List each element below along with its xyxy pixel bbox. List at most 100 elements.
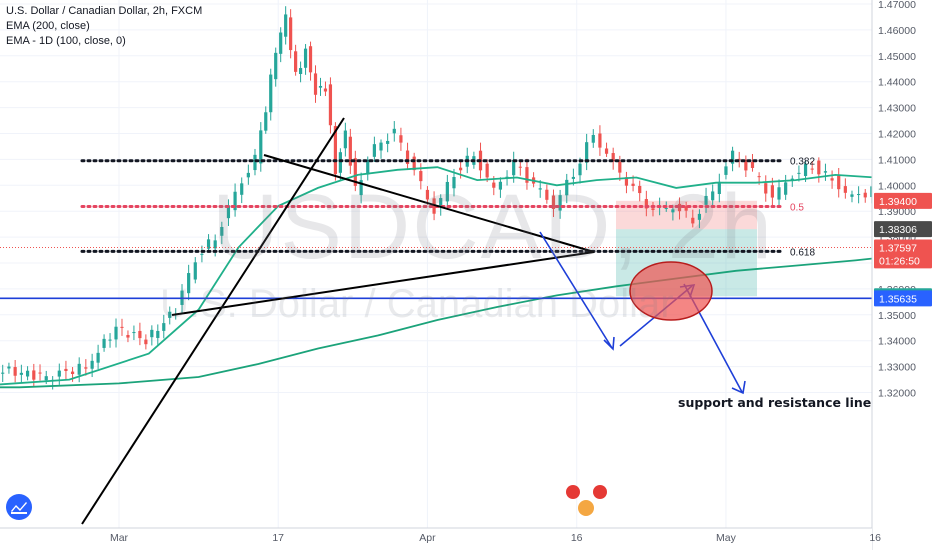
candle-body bbox=[830, 178, 834, 181]
candle-body bbox=[233, 191, 237, 211]
candle-body bbox=[57, 370, 61, 377]
candle-body bbox=[366, 159, 370, 175]
candle-body bbox=[294, 51, 298, 72]
candle-body bbox=[631, 183, 635, 186]
candle-body bbox=[240, 183, 244, 195]
candle-body bbox=[604, 148, 609, 154]
x-tick-label: Mar bbox=[110, 532, 129, 544]
candle-body bbox=[558, 195, 562, 211]
candle-body bbox=[96, 352, 100, 363]
candle-body bbox=[379, 142, 383, 151]
candle-body bbox=[269, 74, 273, 113]
support-resistance-label[interactable]: support and resistance line bbox=[678, 395, 872, 410]
candle-body bbox=[797, 172, 801, 174]
candle-body bbox=[226, 205, 231, 219]
candle-body bbox=[44, 376, 48, 381]
candle-body bbox=[84, 367, 88, 369]
event-flag-icon bbox=[593, 485, 607, 499]
y-tick-label: 1.35000 bbox=[878, 310, 916, 322]
candle-body bbox=[108, 339, 112, 341]
candle-body bbox=[711, 191, 715, 201]
resistance-ellipse bbox=[629, 261, 713, 321]
legend-title[interactable]: U.S. Dollar / Canadian Dollar, 2h, FXCM bbox=[6, 5, 203, 17]
badge-1-39400-text: 1.39400 bbox=[879, 196, 917, 208]
triangle-upper-line bbox=[263, 154, 595, 253]
y-tick-label: 1.39000 bbox=[878, 206, 916, 218]
candle-body bbox=[618, 161, 622, 173]
candle-body bbox=[318, 85, 323, 88]
candle-body bbox=[492, 182, 496, 188]
y-tick-label: 1.34000 bbox=[878, 336, 916, 348]
watermark-symbol: USDCAD, 2h bbox=[212, 176, 774, 278]
badge-countdown-text: 01:26:50 bbox=[879, 255, 920, 267]
candle-body bbox=[803, 163, 808, 177]
candle-body bbox=[525, 167, 529, 183]
candle-body bbox=[144, 339, 148, 345]
candle-body bbox=[770, 185, 774, 198]
candle-body bbox=[19, 372, 23, 375]
candle-body bbox=[591, 134, 595, 143]
candle-body bbox=[220, 227, 224, 236]
chart-legend: U.S. Dollar / Canadian Dollar, 2h, FXCM … bbox=[6, 4, 202, 49]
candle-body bbox=[386, 140, 390, 144]
candle-body bbox=[338, 152, 342, 173]
candle-body bbox=[206, 239, 211, 249]
candle-body bbox=[64, 368, 68, 371]
candle-body bbox=[7, 366, 11, 369]
y-tick-label: 1.47000 bbox=[878, 0, 916, 11]
y-tick-label: 1.32000 bbox=[878, 388, 916, 400]
candle-body bbox=[359, 180, 363, 196]
candle-body bbox=[651, 208, 655, 210]
candle-body bbox=[704, 195, 708, 205]
candle-body bbox=[114, 326, 118, 340]
candle-body bbox=[837, 175, 841, 190]
y-tick-label: 1.33000 bbox=[878, 362, 916, 374]
candle-body bbox=[684, 206, 688, 211]
badge-1-37597-text: 1.37597 bbox=[879, 243, 917, 255]
candle-body bbox=[730, 150, 735, 164]
fib-618-label: 0.618 bbox=[790, 247, 815, 258]
candle-body bbox=[452, 177, 456, 189]
candle-body bbox=[717, 181, 721, 194]
candle-body bbox=[25, 370, 30, 377]
candle-body bbox=[498, 181, 503, 190]
legend-ema-200[interactable]: EMA (200, close) bbox=[6, 20, 90, 32]
candle-body bbox=[843, 186, 847, 193]
candle-body bbox=[412, 156, 416, 171]
candle-body bbox=[671, 209, 675, 213]
y-tick-label: 1.42000 bbox=[878, 129, 916, 141]
x-tick-label: Apr bbox=[419, 532, 436, 544]
event-flag-icon bbox=[566, 485, 580, 499]
y-tick-label: 1.41000 bbox=[878, 154, 916, 166]
badge-1-38306-text: 1.38306 bbox=[879, 224, 917, 236]
fib-382-label: 0.382 bbox=[790, 157, 815, 168]
candle-body bbox=[298, 68, 303, 75]
candle-body bbox=[405, 150, 410, 164]
y-tick-label: 1.43000 bbox=[878, 103, 916, 115]
candle-body bbox=[432, 198, 436, 214]
x-tick-label: May bbox=[716, 532, 737, 544]
candle-body bbox=[724, 166, 728, 175]
candle-body bbox=[777, 187, 781, 200]
candle-body bbox=[328, 84, 333, 126]
candle-body bbox=[439, 198, 443, 208]
candle-body bbox=[279, 32, 283, 54]
candle-body bbox=[744, 159, 748, 171]
candle-body bbox=[348, 136, 352, 166]
candle-body bbox=[168, 311, 172, 318]
candle-body bbox=[264, 112, 268, 131]
tradingview-logo-icon[interactable] bbox=[6, 494, 32, 520]
price-axis bbox=[872, 0, 932, 550]
y-tick-label: 1.44000 bbox=[878, 77, 916, 89]
candle-body bbox=[863, 192, 867, 198]
legend-ema-1d[interactable]: EMA - 1D (100, close, 0) bbox=[6, 35, 126, 47]
candle-body bbox=[32, 370, 36, 380]
candle-body bbox=[737, 158, 741, 160]
candle-body bbox=[308, 46, 313, 73]
arrowhead-1-icon bbox=[603, 336, 615, 351]
candle-body bbox=[193, 262, 197, 280]
candle-body bbox=[289, 17, 293, 51]
badge-1-37597 bbox=[874, 239, 932, 256]
candle-body bbox=[644, 199, 648, 209]
